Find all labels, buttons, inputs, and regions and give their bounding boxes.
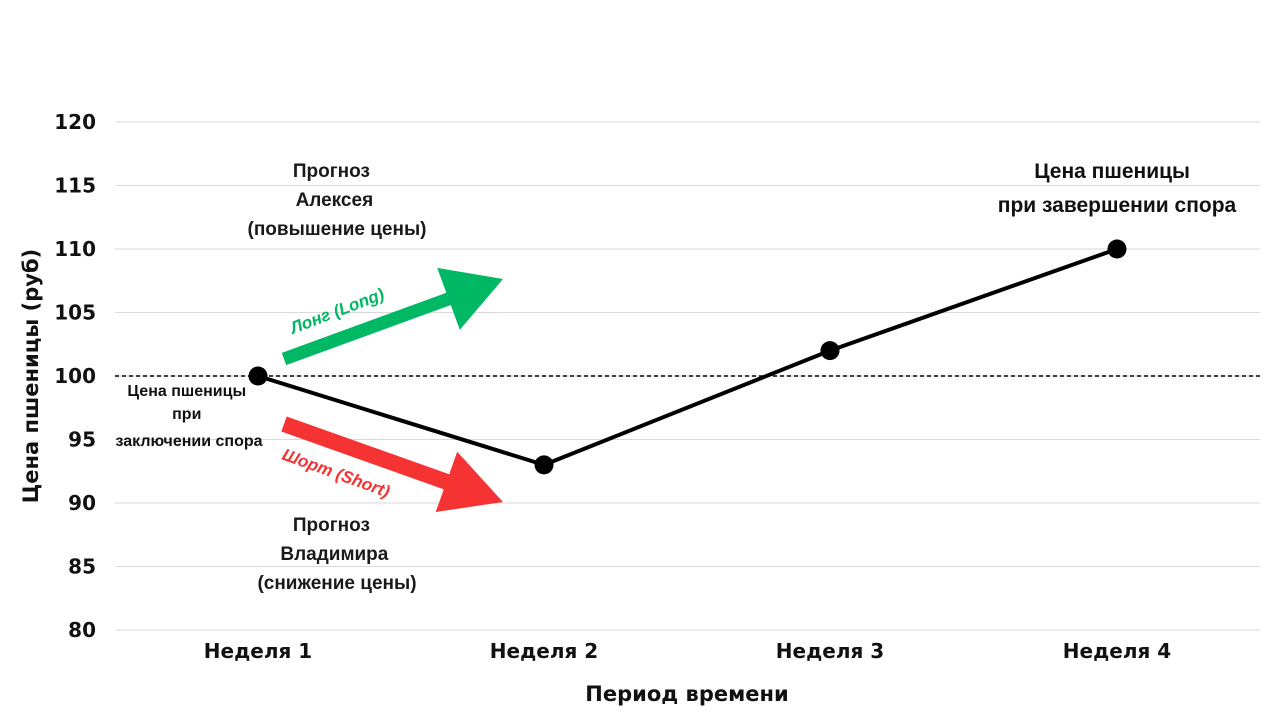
- final-price-line-2: при завершении спора: [998, 194, 1237, 217]
- alexey-forecast-line-2: Алексея: [296, 190, 374, 211]
- start-price-line-3: заключении спора: [115, 433, 262, 450]
- start-price-line-2: при: [172, 406, 201, 423]
- alexey-forecast-line-3: (повышение цены): [248, 219, 427, 240]
- x-tick-label-2: Неделя 2: [490, 639, 598, 663]
- data-point-week-2: [534, 455, 554, 475]
- y-tick-label-90: 90: [68, 491, 96, 515]
- vladimir-forecast-line-3: (снижение цены): [257, 573, 416, 594]
- y-axis-title: Цена пшеницы (руб): [19, 249, 43, 503]
- vladimir-forecast-line-1: Прогноз: [293, 515, 370, 536]
- x-tick-label-3: Неделя 3: [776, 639, 884, 663]
- y-tick-label-110: 110: [54, 237, 96, 261]
- vladimir-forecast-annotation: Прогноз Владимира (снижение цены): [257, 515, 416, 594]
- data-point-week-1: [248, 366, 268, 386]
- start-price-annotation: Цена пшеницы при заключении спора: [115, 383, 262, 450]
- long-arrow: [281, 267, 503, 366]
- alexey-forecast-annotation: Прогноз Алексея (повышение цены): [248, 161, 427, 240]
- data-point-week-4: [1107, 239, 1127, 259]
- y-tick-label-105: 105: [54, 301, 96, 325]
- final-price-line-1: Цена пшеницы: [1034, 160, 1190, 183]
- data-point-week-3: [820, 341, 840, 361]
- x-axis-title: Период времени: [585, 682, 788, 706]
- vladimir-forecast-line-2: Владимира: [280, 544, 388, 565]
- x-axis-ticks: Неделя 1 Неделя 2 Неделя 3 Неделя 4: [204, 639, 1171, 663]
- y-tick-label-120: 120: [54, 110, 96, 134]
- y-axis-ticks: 80 85 90 95 100 105 110 115 120: [54, 110, 96, 642]
- x-tick-label-4: Неделя 4: [1063, 639, 1171, 663]
- y-tick-label-115: 115: [54, 174, 96, 198]
- alexey-forecast-line-1: Прогноз: [293, 161, 370, 182]
- y-tick-label-80: 80: [68, 618, 96, 642]
- y-tick-label-85: 85: [68, 555, 96, 579]
- start-price-line-1: Цена пшеницы: [127, 383, 246, 400]
- series-line: [257, 247, 1118, 467]
- final-price-annotation: Цена пшеницы при завершении спора: [998, 160, 1237, 217]
- price-series: [248, 239, 1127, 475]
- y-tick-label-100: 100: [54, 364, 96, 388]
- x-tick-label-1: Неделя 1: [204, 639, 312, 663]
- short-arrow: [281, 416, 503, 512]
- y-tick-label-95: 95: [68, 428, 96, 452]
- forecast-arrows: [281, 267, 503, 512]
